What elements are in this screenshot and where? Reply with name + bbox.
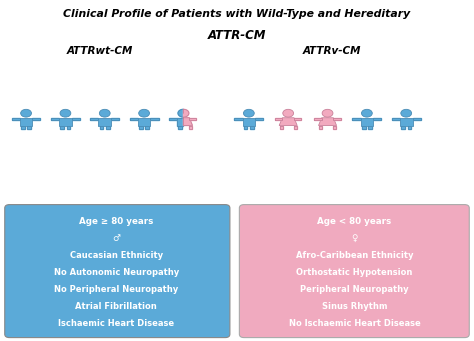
- Text: Atrial Fibrillation: Atrial Fibrillation: [75, 302, 157, 311]
- Polygon shape: [333, 125, 336, 129]
- Polygon shape: [401, 125, 405, 129]
- Text: ATTRwt-CM: ATTRwt-CM: [66, 46, 133, 56]
- Polygon shape: [333, 118, 341, 120]
- Bar: [361, 118, 373, 125]
- Polygon shape: [362, 125, 365, 129]
- Polygon shape: [178, 109, 183, 117]
- Text: Ischaemic Heart Disease: Ischaemic Heart Disease: [58, 320, 174, 328]
- Polygon shape: [279, 118, 297, 125]
- Text: Caucasian Ethnicity: Caucasian Ethnicity: [70, 251, 163, 260]
- Polygon shape: [100, 125, 103, 129]
- Bar: [243, 118, 255, 125]
- Polygon shape: [189, 125, 192, 129]
- Polygon shape: [139, 125, 143, 129]
- Bar: [138, 118, 150, 125]
- Bar: [59, 118, 72, 125]
- Polygon shape: [67, 125, 70, 129]
- Polygon shape: [280, 125, 283, 129]
- Polygon shape: [189, 118, 197, 120]
- FancyBboxPatch shape: [239, 205, 469, 338]
- Polygon shape: [111, 118, 119, 120]
- Text: Age ≥ 80 years: Age ≥ 80 years: [79, 217, 153, 226]
- Text: Afro-Caribbean Ethnicity: Afro-Caribbean Ethnicity: [296, 251, 413, 260]
- Polygon shape: [91, 118, 99, 120]
- Polygon shape: [61, 125, 64, 129]
- Polygon shape: [294, 125, 297, 129]
- Polygon shape: [106, 125, 109, 129]
- Polygon shape: [373, 118, 381, 120]
- Polygon shape: [392, 118, 400, 120]
- Bar: [99, 118, 111, 125]
- Polygon shape: [353, 118, 361, 120]
- Polygon shape: [275, 118, 283, 120]
- Polygon shape: [72, 118, 80, 120]
- Polygon shape: [177, 118, 183, 125]
- Circle shape: [283, 109, 293, 117]
- Polygon shape: [32, 118, 40, 120]
- Circle shape: [21, 109, 31, 117]
- Text: Peripheral Neuropathy: Peripheral Neuropathy: [300, 285, 409, 294]
- Circle shape: [362, 109, 372, 117]
- Polygon shape: [412, 118, 420, 120]
- Polygon shape: [179, 125, 182, 129]
- Polygon shape: [169, 118, 177, 120]
- Circle shape: [244, 109, 254, 117]
- Polygon shape: [21, 125, 25, 129]
- Polygon shape: [150, 118, 158, 120]
- Circle shape: [322, 109, 333, 117]
- Text: No Ischaemic Heart Disease: No Ischaemic Heart Disease: [289, 320, 420, 328]
- Polygon shape: [250, 125, 254, 129]
- Text: ATTRv-CM: ATTRv-CM: [302, 46, 361, 56]
- Polygon shape: [255, 118, 263, 120]
- Text: No Autonomic Neuropathy: No Autonomic Neuropathy: [54, 268, 179, 277]
- Polygon shape: [130, 118, 138, 120]
- Polygon shape: [244, 125, 247, 129]
- Circle shape: [100, 109, 110, 117]
- Text: ♀: ♀: [351, 234, 358, 243]
- Polygon shape: [183, 109, 189, 117]
- FancyBboxPatch shape: [5, 205, 230, 338]
- Polygon shape: [314, 118, 322, 120]
- Text: ATTR-CM: ATTR-CM: [208, 29, 266, 42]
- Text: Age < 80 years: Age < 80 years: [318, 217, 392, 226]
- Text: No Peripheral Neuropathy: No Peripheral Neuropathy: [54, 285, 178, 294]
- Polygon shape: [319, 118, 337, 125]
- Polygon shape: [146, 125, 149, 129]
- Circle shape: [60, 109, 71, 117]
- Text: Sinus Rhythm: Sinus Rhythm: [322, 302, 387, 311]
- Polygon shape: [368, 125, 372, 129]
- Polygon shape: [51, 118, 59, 120]
- Polygon shape: [27, 125, 31, 129]
- Bar: [400, 118, 412, 125]
- Polygon shape: [235, 118, 243, 120]
- Circle shape: [139, 109, 149, 117]
- Polygon shape: [12, 118, 20, 120]
- Bar: [20, 118, 32, 125]
- Text: ♂: ♂: [112, 234, 120, 243]
- Polygon shape: [319, 125, 322, 129]
- Polygon shape: [183, 118, 192, 125]
- Polygon shape: [294, 118, 301, 120]
- Polygon shape: [408, 125, 411, 129]
- Circle shape: [401, 109, 411, 117]
- Text: Clinical Profile of Patients with Wild-Type and Hereditary: Clinical Profile of Patients with Wild-T…: [64, 9, 410, 18]
- Text: Orthostatic Hypotension: Orthostatic Hypotension: [296, 268, 413, 277]
